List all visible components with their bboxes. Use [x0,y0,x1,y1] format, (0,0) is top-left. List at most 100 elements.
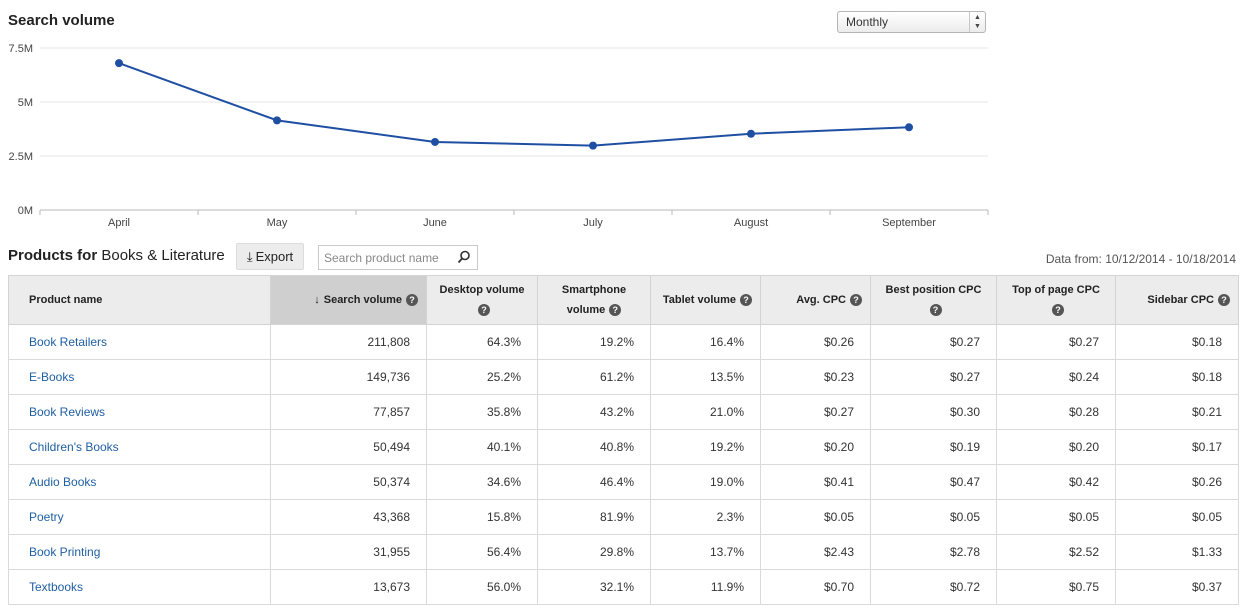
table-cell: 13,673 [270,569,427,605]
x-tick-label: April [108,217,130,229]
download-icon: ⤓ [246,249,253,264]
product-name-link[interactable]: Book Reviews [8,394,271,430]
data-point [115,59,123,68]
table-cell: $0.27 [996,324,1116,360]
series-line [118,62,910,147]
data-point [273,116,281,125]
x-tick-label: September [882,217,936,229]
column-header[interactable]: Sidebar CPC? [1115,275,1239,325]
column-header[interactable]: Product name [8,275,271,325]
column-header-label: Desktop volume [439,284,525,296]
table-cell: $0.18 [1115,324,1239,360]
period-select[interactable]: Monthly ▲ ▼ [837,11,986,33]
column-header[interactable]: Avg. CPC? [760,275,871,325]
help-icon[interactable]: ? [1052,304,1064,317]
export-label: Export [255,249,294,264]
column-header-label: Sidebar CPC [1147,294,1214,306]
product-name[interactable]: E-Books [29,370,75,384]
sort-arrow-icon: ↓ [314,294,320,306]
column-header[interactable]: Desktop volume? [426,275,538,325]
column-header-label: Search volume [323,294,402,306]
column-header-label: Best position CPC [885,284,982,296]
table-cell: 50,494 [270,429,427,465]
product-name[interactable]: Children's Books [29,440,119,454]
product-name-link[interactable]: Audio Books [8,464,271,500]
table-cell: 31,955 [270,534,427,570]
product-name-link[interactable]: E-Books [8,359,271,395]
column-header[interactable]: Best position CPC? [870,275,997,325]
table-cell: $0.05 [1115,499,1239,535]
column-header[interactable]: Smartphone volume? [537,275,651,325]
export-button[interactable]: ⤓ Export [236,243,304,270]
y-tick-label: 5M [18,97,33,109]
table-cell: 149,736 [270,359,427,395]
search-icon[interactable] [457,250,471,264]
product-name-link[interactable]: Children's Books [8,429,271,465]
table-cell: 77,857 [270,394,427,430]
table-cell: 13.7% [650,534,761,570]
table-cell: $0.27 [870,359,997,395]
product-name[interactable]: Book Retailers [29,335,108,349]
table-cell: 40.1% [426,429,538,465]
products-table: Product name ↓ Search volume? Desktop volum… [8,275,1239,605]
data-point [589,141,597,150]
help-icon[interactable]: ? [478,304,490,317]
table-cell: 35.8% [426,394,538,430]
help-icon[interactable]: ? [406,294,418,307]
product-name[interactable]: Poetry [29,510,64,524]
y-tick-label: 7.5M [9,43,33,55]
table-cell: 50,374 [270,464,427,500]
table-cell: $0.05 [870,499,997,535]
help-icon[interactable]: ? [850,294,862,307]
table-row: Book Printing 31,955 56.4% 29.8% 13.7% $2.43 $… [8,534,1239,570]
column-header-label: Tablet volume [662,294,736,306]
help-icon[interactable]: ? [740,294,752,307]
table-cell: $0.47 [870,464,997,500]
products-title-prefix: Products for [8,247,98,264]
product-name[interactable]: Book Reviews [29,405,106,419]
table-cell: $2.52 [996,534,1116,570]
column-header[interactable]: ↓ Search volume? [270,275,427,325]
column-header-label: Product name [29,294,103,306]
table-row: Poetry 43,368 15.8% 81.9% 2.3% $0.05 $0.05 $0.0… [8,499,1239,535]
table-cell: $0.42 [996,464,1116,500]
x-tick-label: July [583,217,603,229]
table-cell: 43,368 [270,499,427,535]
product-name-link[interactable]: Textbooks [8,569,271,605]
product-name[interactable]: Book Printing [29,545,101,559]
product-name[interactable]: Audio Books [29,475,97,489]
help-icon[interactable]: ? [929,304,942,317]
column-header[interactable]: Top of page CPC? [996,275,1116,325]
help-icon[interactable]: ? [609,304,622,317]
product-name-link[interactable]: Book Printing [8,534,271,570]
table-cell: $0.19 [870,429,997,465]
table-cell: 64.3% [426,324,538,360]
table-cell: $0.30 [870,394,997,430]
table-cell: 25.2% [426,359,538,395]
product-name-link[interactable]: Poetry [8,499,271,535]
table-cell: 61.2% [537,359,651,395]
product-name-link[interactable]: Book Retailers [8,324,271,360]
table-cell: $0.20 [760,429,871,465]
table-cell: $0.27 [870,324,997,360]
table-cell: 19.2% [650,429,761,465]
table-cell: $0.23 [760,359,871,395]
table-cell: 56.0% [426,569,538,605]
table-cell: $0.05 [760,499,871,535]
product-search[interactable] [318,245,478,270]
table-cell: 56.4% [426,534,538,570]
product-search-input[interactable] [324,247,454,268]
product-name[interactable]: Textbooks [29,580,84,594]
table-cell: 15.8% [426,499,538,535]
x-tick-label: June [423,217,447,229]
table-cell: $0.21 [1115,394,1239,430]
table-cell: 43.2% [537,394,651,430]
period-select-value: Monthly [846,15,889,29]
column-header[interactable]: Tablet volume? [650,275,761,325]
data-point [905,123,913,132]
products-title: Products for Books & Literature [8,247,225,264]
table-cell: $0.70 [760,569,871,605]
table-row: Audio Books 50,374 34.6% 46.4% 19.0% $0.41 $0.… [8,464,1239,500]
table-cell: 40.8% [537,429,651,465]
help-icon[interactable]: ? [1218,294,1230,307]
